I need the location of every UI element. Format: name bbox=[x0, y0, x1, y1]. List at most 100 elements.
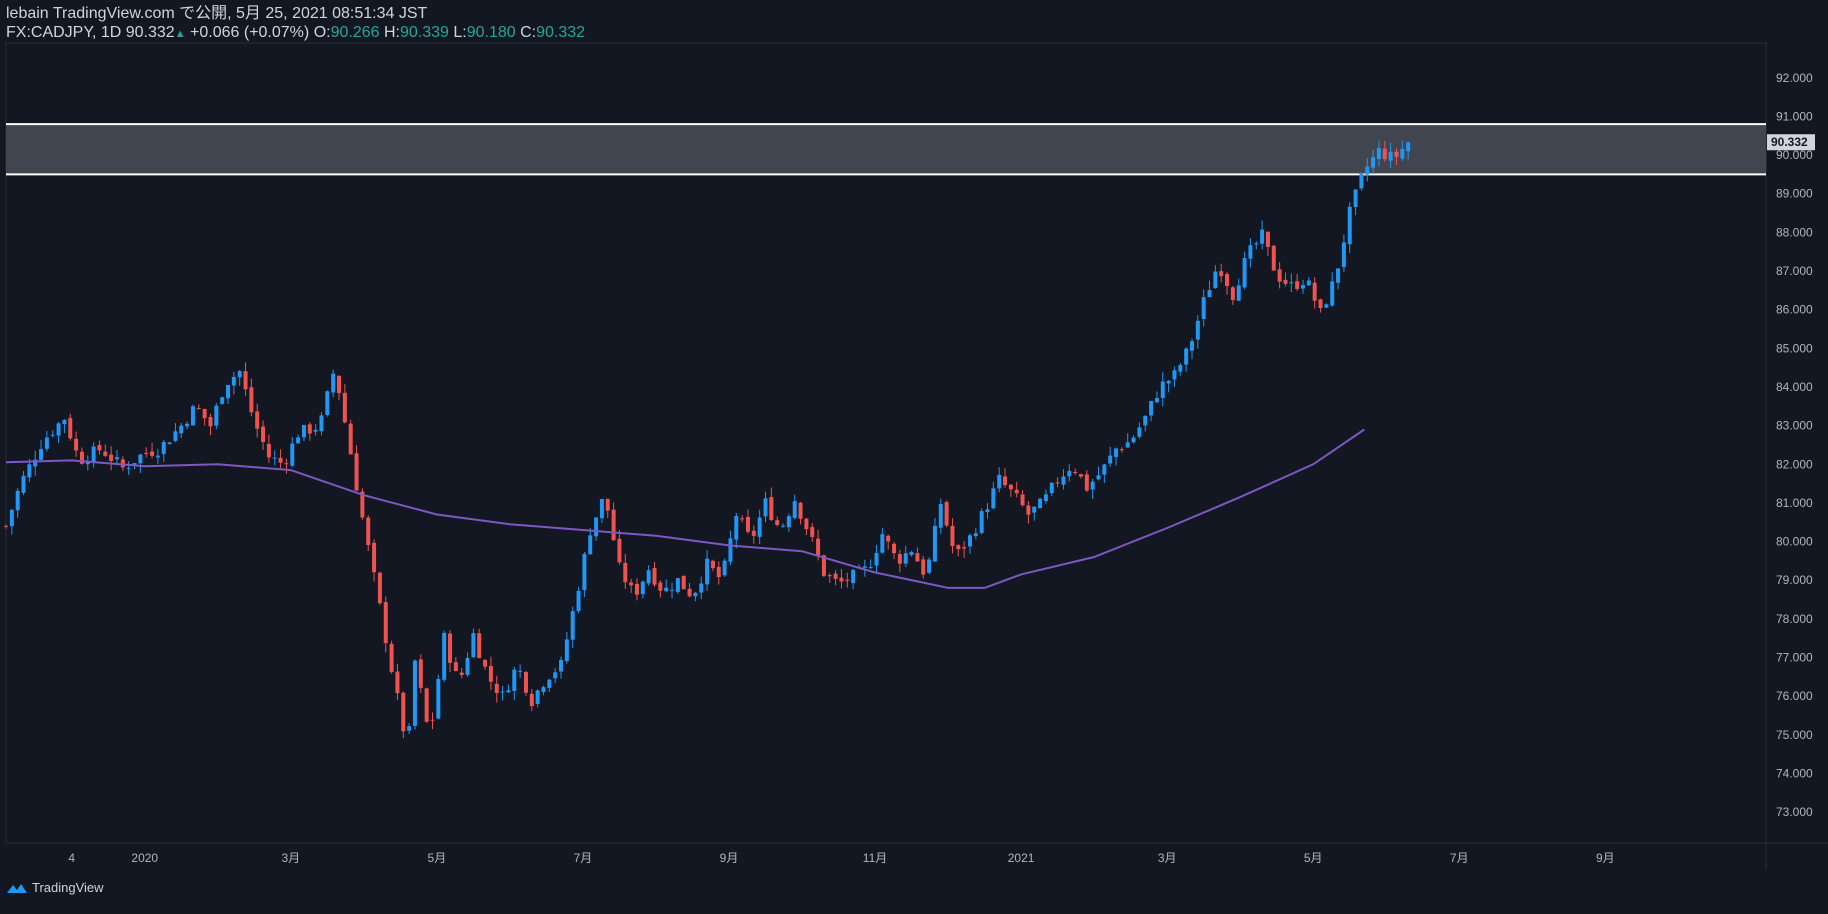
candle-body bbox=[62, 419, 67, 425]
candle-body bbox=[1154, 398, 1159, 403]
candle-body bbox=[1382, 148, 1387, 160]
candle-body bbox=[1400, 148, 1405, 159]
candle-body bbox=[763, 498, 768, 517]
candle-body bbox=[383, 602, 388, 644]
candle-body bbox=[1003, 476, 1008, 485]
candle-body bbox=[190, 406, 195, 426]
candle-body bbox=[1394, 151, 1399, 157]
time-tick-label: 7月 bbox=[574, 851, 593, 865]
candle-body bbox=[1365, 166, 1370, 175]
candle-body bbox=[50, 434, 55, 436]
candle-body bbox=[1347, 206, 1352, 245]
candle-body bbox=[1306, 280, 1311, 286]
price-tick-label: 90.000 bbox=[1776, 148, 1813, 162]
candle-body bbox=[1376, 148, 1381, 160]
price-tag-layer: 90.332 bbox=[1767, 134, 1815, 151]
price-tick-label: 86.000 bbox=[1776, 303, 1813, 317]
candle-body bbox=[331, 373, 336, 393]
candle-body bbox=[927, 559, 932, 573]
candle-body bbox=[845, 579, 850, 581]
candle-body bbox=[757, 517, 762, 537]
candle-body bbox=[944, 502, 949, 526]
candle-body bbox=[804, 518, 809, 530]
candle-body bbox=[938, 503, 943, 528]
candle-body bbox=[839, 577, 844, 582]
candle-body bbox=[529, 693, 534, 707]
candle-body bbox=[728, 538, 733, 562]
candle-body bbox=[1061, 476, 1066, 485]
moving-average-layer bbox=[5, 428, 1365, 589]
price-tick-label: 82.000 bbox=[1776, 457, 1813, 471]
close-value: 90.332 bbox=[536, 24, 586, 41]
tradingview-footer[interactable]: TradingView bbox=[6, 880, 104, 895]
candle-body bbox=[1330, 281, 1335, 306]
candle-body bbox=[1260, 229, 1265, 244]
price-tick-label: 73.000 bbox=[1776, 805, 1813, 819]
candles-layer bbox=[4, 140, 1411, 739]
candle-body bbox=[1271, 245, 1276, 271]
candle-body bbox=[1265, 231, 1270, 247]
candle-body bbox=[389, 643, 394, 673]
candle-body bbox=[471, 633, 476, 658]
candle-body bbox=[1008, 484, 1013, 490]
candle-body bbox=[553, 672, 558, 679]
time-axis[interactable]: 4 2020 3月 5月 7月 9月 11月 2021 3月 5月 7月 9月 bbox=[68, 851, 1614, 865]
candle-body bbox=[21, 475, 26, 493]
candle-body bbox=[1178, 365, 1183, 372]
candle-body bbox=[897, 554, 902, 564]
candle-body bbox=[1067, 470, 1072, 477]
open-label: O: bbox=[313, 24, 331, 41]
candle-body bbox=[599, 499, 604, 519]
candle-body bbox=[412, 660, 417, 726]
price-tick-label: 74.000 bbox=[1776, 766, 1813, 780]
candle-body bbox=[722, 560, 727, 576]
candle-body bbox=[629, 582, 634, 586]
candle-body bbox=[997, 474, 1002, 489]
candle-body bbox=[1184, 348, 1189, 365]
candle-body bbox=[284, 463, 289, 465]
candle-body bbox=[1125, 442, 1130, 448]
candle-body bbox=[1102, 464, 1107, 475]
candle-body bbox=[699, 583, 704, 593]
price-axis[interactable]: 73.000 74.000 75.000 76.000 77.000 78.000 79.0… bbox=[1776, 71, 1813, 819]
candle-body bbox=[1248, 245, 1253, 259]
candle-body bbox=[202, 408, 207, 419]
candle-body bbox=[1324, 304, 1329, 308]
open-value: 90.266 bbox=[330, 24, 380, 41]
candle-body bbox=[932, 525, 937, 562]
candle-body bbox=[769, 497, 774, 520]
price-tick-label: 92.000 bbox=[1776, 71, 1813, 85]
candle-body bbox=[500, 691, 505, 693]
candle-body bbox=[266, 443, 271, 458]
candle-body bbox=[448, 633, 453, 663]
candle-body bbox=[354, 453, 359, 491]
candle-body bbox=[196, 408, 201, 410]
moving-average-line bbox=[5, 428, 1365, 589]
candle-body bbox=[465, 657, 470, 675]
candle-body bbox=[576, 590, 581, 612]
low-value: 90.180 bbox=[466, 24, 516, 41]
chart-header: lebain TradingView.com で公開, 5月 25, 2021 … bbox=[6, 4, 585, 44]
candle-body bbox=[1283, 279, 1288, 284]
time-tick-label: 9月 bbox=[720, 851, 739, 865]
candle-body bbox=[459, 672, 464, 676]
candle-body bbox=[319, 415, 324, 432]
candle-body bbox=[1014, 489, 1019, 494]
candle-body bbox=[453, 662, 458, 672]
candle-body bbox=[1108, 455, 1113, 464]
candle-body bbox=[734, 516, 739, 540]
candle-body bbox=[494, 683, 499, 693]
candle-body bbox=[301, 425, 306, 438]
tradingview-logo-icon bbox=[7, 883, 27, 893]
candle-body bbox=[4, 525, 8, 527]
candle-body bbox=[278, 457, 283, 463]
candle-body bbox=[126, 467, 131, 469]
price-tick-label: 81.000 bbox=[1776, 496, 1813, 510]
candle-body bbox=[634, 583, 639, 595]
candle-body bbox=[1312, 282, 1317, 301]
candle-body bbox=[664, 587, 669, 592]
candle-body bbox=[237, 371, 242, 378]
candle-body bbox=[1277, 269, 1282, 282]
